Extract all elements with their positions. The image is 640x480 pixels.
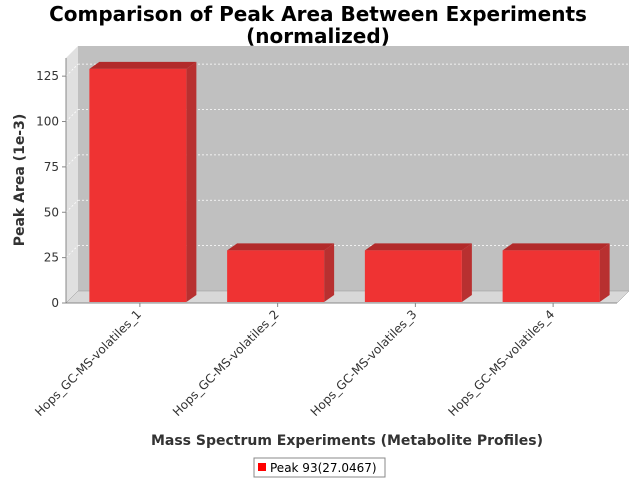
x-tick-label: Hops_GC-MS-volatiles_2 bbox=[170, 307, 282, 419]
bar bbox=[89, 68, 187, 302]
gridline bbox=[65, 154, 79, 168]
x-tick-label: Hops_GC-MS-volatiles_4 bbox=[446, 307, 558, 419]
bar-side bbox=[324, 243, 335, 302]
bars bbox=[89, 61, 610, 303]
chart-title-line1: Comparison of Peak Area Between Experime… bbox=[49, 2, 587, 26]
bar-side bbox=[599, 243, 610, 302]
y-tick-label: 50 bbox=[44, 205, 59, 219]
bar bbox=[502, 250, 600, 302]
y-tick-label: 75 bbox=[44, 160, 59, 174]
x-axis-label: Mass Spectrum Experiments (Metabolite Pr… bbox=[151, 433, 543, 449]
y-tick-label: 25 bbox=[44, 251, 59, 265]
bar-top bbox=[227, 243, 335, 251]
legend: Peak 93(27.0467) bbox=[253, 457, 386, 478]
y-tick-label: 100 bbox=[36, 115, 59, 129]
bar-top bbox=[502, 243, 610, 251]
legend-box bbox=[253, 457, 386, 478]
gridline bbox=[65, 109, 79, 122]
bar bbox=[227, 250, 325, 302]
bar-side bbox=[461, 243, 472, 302]
legend-swatch bbox=[258, 463, 266, 471]
bar-top bbox=[364, 243, 472, 251]
x-tick-label: Hops_GC-MS-volatiles_1 bbox=[32, 307, 144, 419]
plot-left-wall bbox=[66, 46, 78, 303]
y-axis-label: Peak Area (1e-3) bbox=[12, 114, 28, 247]
x-tick-label: Hops_GC-MS-volatiles_3 bbox=[308, 307, 420, 419]
y-tick-label: 0 bbox=[51, 296, 59, 310]
gridline bbox=[65, 63, 79, 77]
y-tick-label: 125 bbox=[36, 69, 59, 83]
x-axis: Hops_GC-MS-volatiles_1 Hops_GC-MS-volatil… bbox=[32, 302, 617, 419]
gridline bbox=[65, 199, 79, 213]
bar-top bbox=[89, 61, 197, 69]
bar-side bbox=[186, 61, 197, 303]
gridline bbox=[65, 245, 79, 258]
bar bbox=[364, 250, 462, 302]
chart-title-line2: (normalized) bbox=[246, 24, 390, 48]
gridlines bbox=[65, 63, 629, 258]
legend-label: Peak 93(27.0467) bbox=[270, 461, 377, 475]
y-axis: 0 25 50 75 100 125 bbox=[36, 58, 67, 310]
